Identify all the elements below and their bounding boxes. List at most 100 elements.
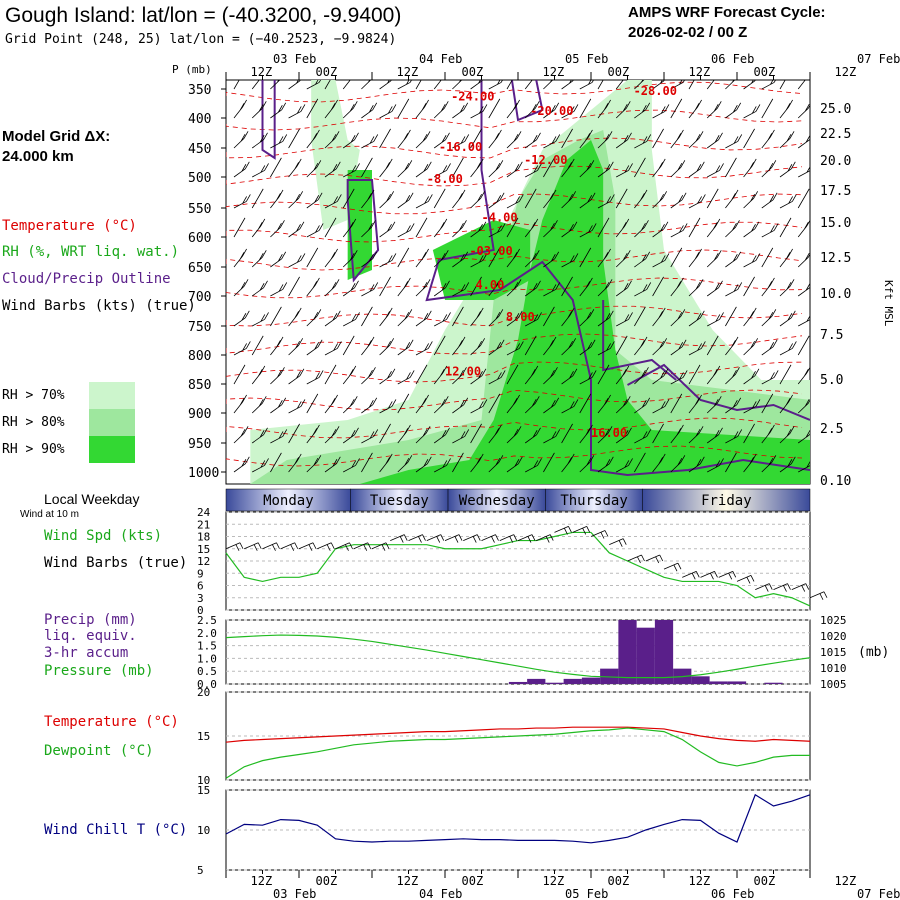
wind-barb-10m [298,542,317,551]
wind-barb [433,280,450,297]
temperature-contour-label: -20.00 [530,104,573,118]
wind-barb [506,80,513,90]
wind-barb [488,160,504,178]
wind-barb [361,367,376,385]
wind-barb [797,283,810,297]
wind-barb [524,132,541,149]
wind-barb [288,221,305,238]
wind-barb [706,188,719,209]
wind-barb [798,166,810,178]
precip-tick-label: 2.5 [197,614,217,627]
precip-bar [563,678,582,684]
wind-barb [433,396,449,414]
pressure-tick-label: 1020 [820,630,847,643]
wind-barb [615,250,631,268]
pressure-tick-label: 750 [188,320,211,335]
top-hour-label: 00Z [754,65,776,79]
wind-barb [688,310,705,327]
wind-barb [615,427,632,444]
wind-barb [561,423,573,444]
wind-barb [688,80,695,90]
wind-barb [543,134,561,149]
wind-barb [251,132,268,149]
height-tick-label: 5.0 [820,373,843,388]
wind-barb [397,223,415,238]
wind-barb [270,282,288,297]
wind-barb [452,220,467,238]
wind-barb [233,194,251,209]
wind-barb [779,99,793,119]
wind-barb [324,194,342,209]
rh90-region-column [347,170,372,280]
wind-barb [288,80,301,90]
wind-barb [688,279,704,297]
wind-barb-10m [572,526,591,535]
wind-tick-label: 18 [197,531,210,544]
wind-barb [652,221,669,238]
wind-barb [306,223,324,238]
wind-barb [361,397,378,414]
wind-barb [470,221,487,238]
dewpoint-line [225,727,810,779]
temperature-contour-label: 8.00 [506,310,535,324]
wind-barb [743,128,755,149]
wind-barb-10m [536,534,554,543]
wind-barb [779,279,795,297]
bottom-date-label: 05 Feb [565,887,608,900]
wind-barb [725,282,743,297]
wind-barb [488,393,501,414]
wind-barb-10m [390,534,408,543]
wind-barb [306,370,324,385]
height-tick-label: 12.5 [820,251,851,266]
wind-barb [597,161,614,178]
pressure-tick-label: 950 [188,437,211,452]
wind-barb [270,220,285,238]
precip-bar [727,681,747,684]
wind-tick-label: 9 [197,567,204,580]
wind-barb [561,253,579,268]
wind-barbs-label: Wind Barbs (true) [44,555,188,571]
wind-barb [324,131,340,149]
pressure-tick-label: 350 [188,83,211,98]
wind-barb [361,336,375,356]
wind-barb [324,394,338,414]
wind-barb [779,80,786,90]
wind-barb [252,458,269,473]
temperature-line [225,726,811,743]
wind-barb [306,98,319,119]
temperature-contour [226,389,803,411]
wind-barb [233,248,247,268]
legend-rh: RH (%, WRT liq. wat.) [2,244,180,260]
wind-barb [324,161,341,178]
wind-barb [270,306,282,327]
legend-rh70-swatch [89,382,135,409]
wind-barb [779,341,797,356]
wind-barb [725,189,739,209]
wind-barb [233,80,240,90]
wind-barb-10m [609,538,627,547]
wind-barb [634,367,649,385]
wind-chill-label: Wind Chill T (°C) [44,822,188,838]
wind-barb [288,128,300,149]
wind-barb [779,456,796,473]
wind-barb [397,192,414,209]
wind-barb [524,365,539,385]
wind-barb-10m [809,591,828,600]
wind-barb [361,452,373,473]
precip-tick-label: 0.5 [197,665,217,678]
wind-barb [743,80,756,90]
top-date-label: 04 Feb [419,52,462,66]
temperature-contour-label: 4.00 [475,278,504,292]
wind-barb [415,131,431,149]
height-tick-label: 22.5 [820,127,851,142]
temperature-contour [226,221,803,243]
wind-barb [506,194,524,209]
wind-barb [634,189,648,209]
wind-barb [779,131,795,149]
wind-barb [543,429,561,444]
bottom-hour-label: 12Z [543,874,565,888]
wind-barb [379,276,391,297]
precip-label-3: 3-hr accum [44,645,129,661]
precip-label-2: liq. equiv. [44,628,137,644]
cloud-outline-0 [261,80,276,160]
